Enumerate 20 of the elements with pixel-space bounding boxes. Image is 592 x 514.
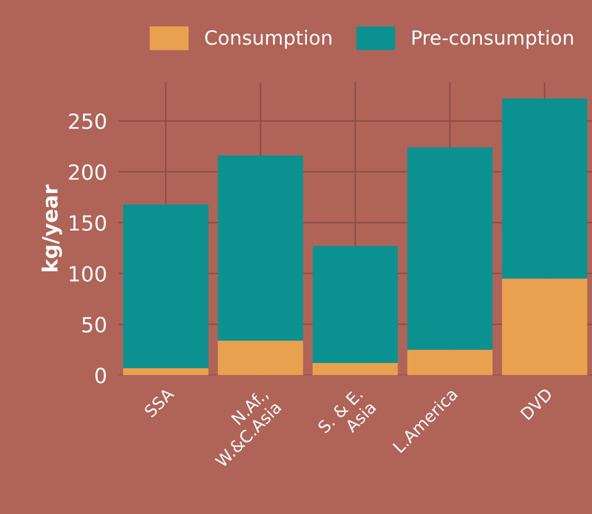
y-tick-label: 200 [69, 164, 106, 180]
bar [312, 363, 398, 376]
bar [218, 340, 304, 376]
x-tick-label: SSA [144, 386, 175, 418]
y-tick-label: 50 [82, 316, 106, 333]
bar [502, 278, 588, 376]
bar [218, 155, 304, 341]
bar [407, 147, 493, 350]
y-tick-label: 250 [69, 113, 106, 130]
y-tick-label: 150 [70, 215, 106, 231]
y-axis-title: kg/year [42, 184, 62, 272]
bar [502, 98, 588, 279]
legend-label: Consumption [205, 30, 332, 49]
y-tick-label: 100 [70, 266, 106, 282]
bar [123, 368, 208, 376]
bar [123, 204, 208, 368]
y-tick-label: 0 [95, 368, 106, 384]
bar [407, 350, 493, 376]
bar [312, 246, 398, 364]
legend-label: Pre-consumption [412, 30, 573, 49]
